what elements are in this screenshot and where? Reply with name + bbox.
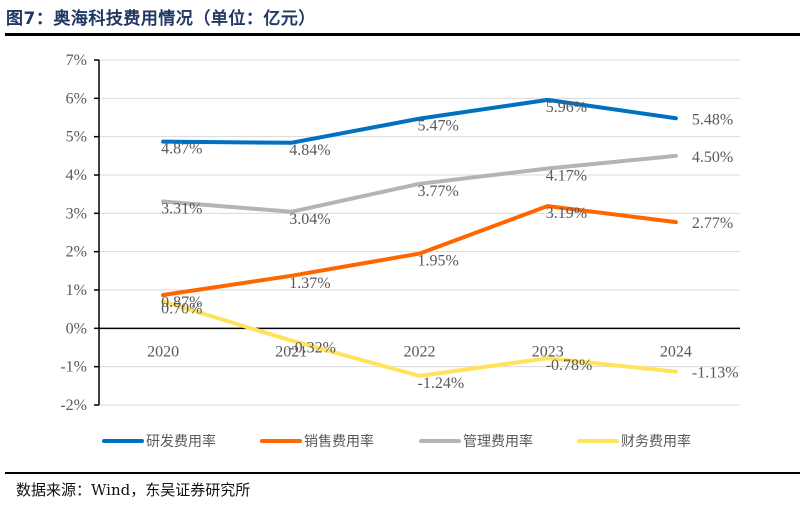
data-label: 1.37% [289, 275, 330, 292]
y-tick-label: 3% [66, 205, 87, 222]
y-tick-label: 2% [66, 244, 87, 261]
series-line-4 [161, 299, 678, 378]
data-label: -0.78% [546, 357, 593, 374]
data-label: 5.48% [692, 111, 733, 128]
data-label: 3.19% [546, 205, 587, 222]
y-tick-label: 6% [66, 90, 87, 107]
data-labels: 4.87% 4.84% 5.47% 5.96% 5.48% 0.87% 1.37% 1.95%… [161, 99, 738, 392]
data-label: 0.87% [161, 294, 202, 311]
data-label: 5.96% [546, 99, 587, 116]
top-rule-divider [5, 33, 800, 36]
legend-label: 管理费用率 [463, 433, 533, 450]
data-label: -1.24% [418, 375, 465, 392]
y-tick-label: 7% [66, 52, 87, 69]
data-label: 4.50% [692, 149, 733, 166]
y-tick-label: 5% [66, 129, 87, 146]
data-label: 3.31% [161, 200, 202, 217]
line-chart: 7%6%5%4%3%2%1%0%-1%-2% 2020 2021 2022 2023 2… [60, 52, 740, 450]
x-tick-label: 2020 [147, 343, 179, 360]
data-label: 4.84% [289, 142, 330, 159]
series-line-3 [161, 153, 678, 214]
series-line-1 [161, 97, 678, 145]
series-line-2 [161, 204, 678, 297]
data-label: -0.32% [289, 340, 336, 357]
data-label: 4.87% [161, 141, 202, 158]
source-note: 数据来源：Wind，东吴证券研究所 [16, 481, 251, 499]
x-axis: 2020 2021 2022 2023 2024 [99, 327, 740, 360]
x-tick-label: 2021 [275, 343, 307, 360]
chart-title: 图7：奥海科技费用情况（单位：亿元） [6, 9, 316, 29]
data-label: 3.77% [418, 183, 459, 200]
legend-label: 财务费用率 [621, 433, 691, 450]
data-label: 0.70% [161, 301, 202, 318]
data-label: 3.04% [289, 211, 330, 228]
data-label: 2.77% [692, 215, 733, 232]
data-label: 1.95% [418, 253, 459, 270]
data-label: 4.17% [546, 167, 587, 184]
y-tick-label: 4% [66, 167, 87, 184]
data-label: -1.13% [692, 365, 739, 382]
series-lines [161, 97, 678, 378]
y-tick-label: 0% [66, 320, 87, 337]
y-axis: 7% 6% 5% 4% 3% 2% 1% 0% -1% -2% [60, 52, 100, 414]
bottom-rule-divider [5, 472, 800, 474]
data-label: 5.47% [418, 118, 459, 135]
x-tick-label: 2024 [660, 343, 692, 360]
x-tick-label: 2023 [532, 343, 564, 360]
legend-label: 销售费用率 [304, 433, 374, 450]
y-tick-label: -2% [60, 397, 87, 414]
y-tick-label: -1% [60, 359, 87, 376]
legend: 研发费用率 销售费用率 管理费用率 财务费用率 [102, 433, 691, 450]
y-tick-label: 1% [66, 282, 87, 299]
x-tick-label: 2022 [404, 343, 436, 360]
legend-label: 研发费用率 [146, 433, 216, 450]
